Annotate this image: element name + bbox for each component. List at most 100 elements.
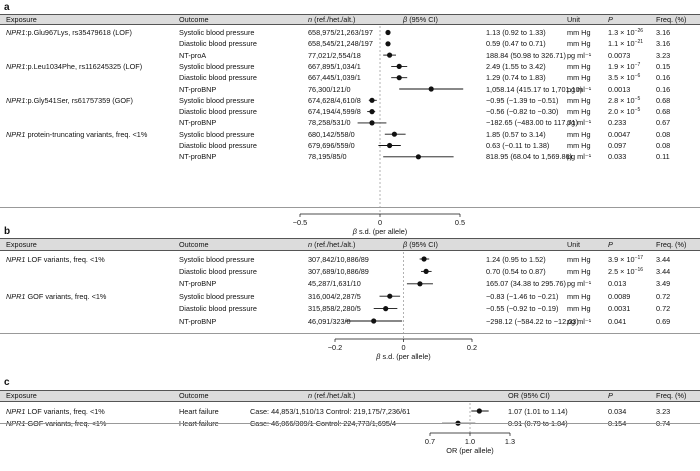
x-tick-label: 0 [377, 218, 383, 227]
sample-size: 679,696/559/0 [308, 141, 355, 150]
outcome-label: Diastolic blood pressure [179, 107, 257, 117]
outcome-label: NT-proBNP [179, 152, 217, 162]
header-estimate: OR (95% CI) [508, 391, 550, 400]
unit: mm Hg [567, 61, 591, 71]
header-rule [0, 401, 700, 402]
p-value: 0.013 [608, 279, 627, 289]
unit: mm Hg [567, 39, 591, 49]
unit: mm Hg [567, 95, 591, 105]
point-estimate [369, 109, 375, 115]
outcome-label: Diastolic blood pressure [179, 39, 257, 49]
frequency: 0.68 [656, 107, 671, 117]
header-top-rule [0, 14, 700, 15]
p-value: 2.8 × 10−5 [608, 95, 641, 105]
unit: mm Hg [567, 291, 591, 301]
estimate-ci: 1,058.14 (415.17 to 1,701.10) [486, 84, 583, 94]
p-value: 0.097 [608, 141, 627, 150]
estimate-ci: −298.12 (−584.22 to −12.03) [486, 316, 579, 326]
frequency: 3.44 [656, 266, 671, 276]
header-freq: Freq. (%) [656, 239, 687, 249]
outcome-label: Systolic blood pressure [179, 254, 255, 264]
estimate-ci: 0.63 (−0.11 to 1.38) [486, 141, 550, 150]
estimate-ci: 1.13 (0.92 to 1.33) [486, 28, 546, 37]
point-estimate [369, 97, 375, 103]
sample-size: 315,858/2,280/5 [308, 304, 361, 314]
point-estimate [415, 154, 421, 160]
x-tick-label: 0 [401, 343, 406, 352]
panel-label-a: a [4, 2, 10, 13]
x-tick-label: 1.3 [504, 437, 516, 446]
p-value: 2.5 × 10−16 [608, 266, 644, 276]
p-value: 0.0013 [608, 84, 631, 94]
outcome-label: NT-proBNP [179, 279, 217, 289]
frequency: 0.08 [656, 129, 671, 139]
exposure-label: NPR1:p.Leu1034Phe, rs116245325 (LOF) [6, 61, 143, 71]
x-tick-label: 1.0 [464, 437, 476, 446]
frequency: 3.44 [656, 254, 671, 264]
estimate-ci: 2.49 (1.55 to 3.42) [486, 61, 546, 71]
sample-size: 680,142/558/0 [308, 129, 355, 139]
unit: mm Hg [567, 73, 591, 83]
sample-size: 674,628/4,610/8 [308, 95, 361, 105]
estimate-ci: 188.84 (50.98 to 326.71) [486, 50, 566, 60]
p-value: 2.0 × 10−5 [608, 107, 641, 117]
table-header-band [0, 390, 700, 401]
header-top-rule [0, 238, 700, 239]
outcome-label: Systolic blood pressure [179, 95, 255, 105]
point-estimate [396, 75, 402, 81]
table-header-band [0, 14, 700, 24]
x-tick-label: −0.5 [292, 218, 308, 227]
estimate-ci: 1.07 (1.01 to 1.14) [508, 406, 568, 416]
header-n: n (ref./het./alt.) [308, 239, 356, 249]
exposure-label: NPR1 GOF variants, freq. <1% [6, 291, 107, 301]
estimate-ci: −0.83 (−1.46 to −0.21) [486, 291, 559, 301]
estimate-ci: −0.55 (−0.92 to −0.19) [486, 304, 559, 314]
header-estimate: β (95% CI) [403, 14, 438, 24]
header-exposure: Exposure [6, 239, 37, 249]
frequency: 0.72 [656, 291, 671, 301]
estimate-ci: 818.95 (68.04 to 1,569.86) [486, 152, 573, 162]
point-estimate [417, 281, 423, 287]
point-estimate [391, 131, 397, 137]
exposure-label: NPR1 protein-truncating variants, freq. … [6, 129, 148, 139]
estimate-ci: 1.24 (0.95 to 1.52) [486, 254, 546, 264]
outcome-label: Diastolic blood pressure [179, 73, 257, 83]
estimate-ci: −0.56 (−0.82 to −0.30) [486, 107, 559, 117]
header-n: n (ref./het./alt.) [308, 14, 356, 24]
point-estimate [476, 408, 482, 414]
exposure-label: NPR1:p.Gly541Ser, rs61757359 (GOF) [6, 95, 133, 105]
exposure-label: NPR1:p.Glu967Lys, rs35479618 (LOF) [6, 28, 132, 37]
p-value: 0.233 [608, 118, 627, 128]
point-estimate [387, 142, 393, 149]
point-estimate [423, 268, 429, 274]
frequency: 0.68 [656, 95, 671, 105]
point-estimate [371, 318, 377, 324]
header-outcome: Outcome [179, 391, 209, 400]
sample-size: 307,689/10,886/89 [308, 266, 369, 276]
unit: pg ml⁻¹ [567, 84, 592, 94]
x-tick-label: 0.7 [424, 437, 436, 446]
p-value: 0.0073 [608, 50, 631, 60]
point-estimate [385, 41, 391, 47]
p-value: 3.5 × 10−6 [608, 73, 641, 83]
sample-size: 45,287/1,631/10 [308, 279, 361, 289]
p-value: 3.9 × 10−17 [608, 254, 644, 264]
header-top-rule [0, 390, 700, 391]
header-unit: Unit [567, 14, 580, 24]
x-tick-label: −0.2 [327, 343, 343, 352]
sample-size: 667,895/1,034/1 [308, 61, 361, 71]
header-unit: Unit [567, 239, 580, 249]
panel-label-b: b [4, 226, 11, 237]
estimate-ci: 0.70 (0.54 to 0.87) [486, 266, 546, 276]
p-value: 0.0047 [608, 129, 631, 139]
outcome-label: Diastolic blood pressure [179, 304, 257, 314]
header-p: P [608, 14, 613, 24]
sample-size: 658,975/21,263/197 [308, 28, 373, 37]
exposure-label: NPR1 LOF variants, freq. <1% [6, 254, 105, 264]
sample-size: 658,545/21,248/197 [308, 39, 373, 49]
x-axis-label: β s.d. (per allele) [376, 352, 431, 361]
frequency: 0.16 [656, 73, 671, 83]
outcome-label: Heart failure [179, 406, 219, 416]
table-bottom-rule [0, 333, 700, 334]
outcome-label: Systolic blood pressure [179, 291, 255, 301]
